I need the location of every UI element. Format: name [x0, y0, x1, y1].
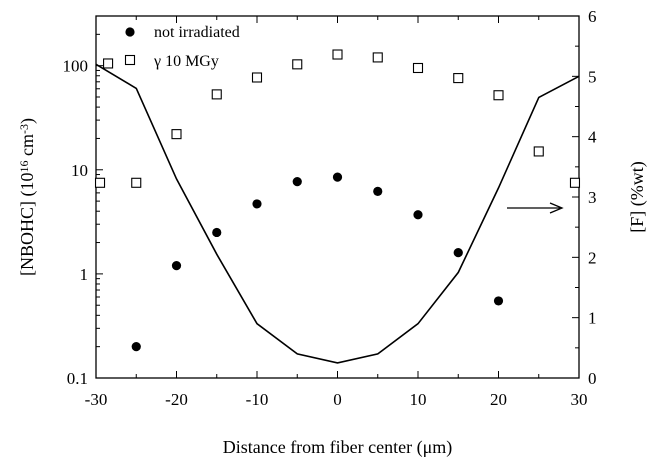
y-right-axis-title: [F] (%wt): [627, 161, 648, 232]
y-left-tick-label: 0.1: [67, 369, 88, 388]
x-tick-label: -10: [246, 390, 269, 409]
x-tick-label: 0: [333, 390, 342, 409]
data-point-irradiated: [453, 73, 464, 84]
data-point-irradiated: [412, 62, 424, 74]
plot-area: [95, 15, 580, 379]
legend-label-not-irradiated: not irradiated: [154, 24, 240, 41]
y-left-tick-label: 10: [71, 161, 88, 180]
data-point-irradiated: [103, 58, 114, 69]
data-point-irradiated: [533, 146, 544, 157]
y-right-tick-label: 4: [588, 128, 597, 147]
plot-frame: [95, 15, 580, 379]
y-right-tick-label: 6: [588, 7, 597, 26]
y-right-tick-label: 0: [588, 369, 597, 388]
data-point-not-irradiated: [373, 186, 383, 196]
data-point-irradiated: [171, 129, 182, 140]
data-point-not-irradiated: [413, 210, 423, 220]
fluorine-line-series: [95, 63, 580, 364]
data-point-irradiated: [131, 177, 142, 188]
data-point-irradiated: [94, 177, 106, 188]
y-left-tick-label: 1: [80, 265, 89, 284]
data-point-not-irradiated: [131, 342, 141, 352]
data-markers: [94, 49, 581, 352]
data-point-not-irradiated: [292, 176, 302, 187]
legend: not irradiated γ 10 MGy: [124, 24, 240, 70]
y-left-axis-title: [NBOHC] (1016 cm-3): [17, 118, 38, 276]
data-point-not-irradiated: [252, 199, 262, 209]
y-right-tick-label: 3: [588, 188, 597, 207]
legend-marker-irradiated: [124, 54, 136, 66]
data-point-not-irradiated: [171, 261, 182, 271]
data-point-irradiated: [569, 177, 581, 188]
y-right-tick-label: 1: [588, 309, 597, 328]
y-left-tick-label: 100: [63, 57, 89, 76]
data-point-not-irradiated: [493, 296, 504, 306]
x-tick-label: 10: [410, 390, 427, 409]
data-point-irradiated: [251, 72, 263, 83]
data-point-irradiated: [292, 59, 303, 70]
legend-label-irradiated: γ 10 MGy: [153, 53, 219, 70]
y-right-tick-label: 2: [588, 248, 597, 267]
annotation-arrow-head: [549, 202, 564, 214]
x-tick-label: -30: [85, 390, 108, 409]
x-axis-title: Distance from fiber center (μm): [223, 437, 453, 458]
data-point-not-irradiated: [332, 172, 343, 182]
x-tick-label: -20: [165, 390, 188, 409]
data-point-irradiated: [493, 90, 504, 101]
data-point-irradiated: [372, 52, 383, 63]
axis-ticks: -30 -20 -10 0 10 20 30 0.1 1 10 100 0 1 2 3 4 5 6: [63, 7, 598, 409]
y-right-tick-label: 5: [588, 67, 597, 86]
x-tick-label: 20: [490, 390, 507, 409]
axis-labels: Distance from fiber center (μm) [NBOHC] (…: [17, 118, 648, 458]
fluorine-profile-line: [95, 63, 580, 364]
legend-marker-not-irradiated: [125, 27, 135, 37]
data-point-irradiated: [211, 89, 222, 100]
data-point-not-irradiated: [453, 248, 463, 258]
data-point-not-irradiated: [212, 227, 222, 238]
data-point-irradiated: [332, 49, 343, 60]
x-tick-label: 30: [571, 390, 588, 409]
